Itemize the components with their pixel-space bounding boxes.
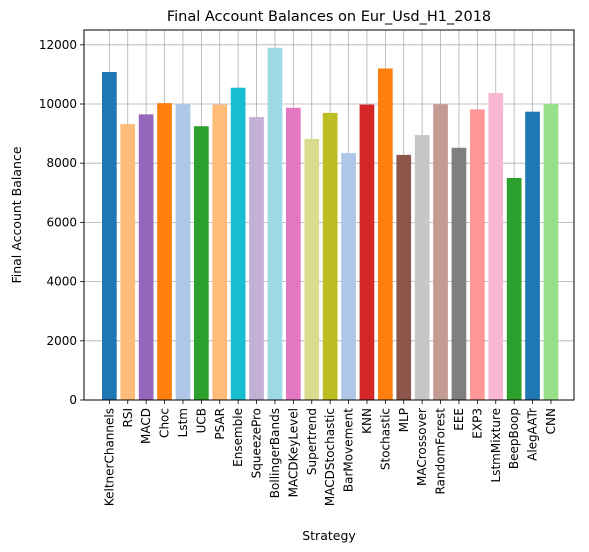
bar-stochastic: [378, 68, 393, 400]
x-tick-label: SqueezePro: [250, 408, 264, 478]
x-tick-label: Stochastic: [378, 408, 392, 470]
plot-frame: [83, 29, 575, 401]
x-tick-label: BeepBoop: [507, 408, 521, 469]
y-tick-label: 6000: [46, 215, 77, 229]
bar-keltnerchannels: [102, 72, 117, 401]
x-tick-label: MLP: [397, 408, 411, 432]
y-tick-label: 12000: [39, 38, 77, 52]
x-tick-label: PSAR: [213, 408, 227, 440]
x-tick-label: MACDKeyLevel: [286, 408, 300, 497]
bar-knn: [359, 104, 375, 400]
x-tick-label: KeltnerChannels: [102, 408, 116, 506]
x-tick-label: RandomForest: [434, 408, 448, 495]
bar-supertrend: [304, 138, 320, 401]
x-tick-label: EEE: [452, 408, 466, 431]
x-axis-ticks: KeltnerChannels RSI MACD Choc Lstm UCB PSAR Ens…: [102, 400, 558, 506]
x-tick-label: KNN: [360, 408, 374, 434]
bar-macdstochastic: [322, 112, 338, 400]
x-tick-label: EXP3: [470, 408, 484, 439]
bar-rsi: [120, 124, 136, 401]
bar-mlp: [396, 154, 412, 400]
chart-title: Final Account Balances on Eur_Usd_H1_201…: [167, 9, 491, 25]
bar-bollingerbands: [267, 47, 283, 400]
bar-lstm: [175, 104, 191, 400]
bar-ensemble: [230, 87, 246, 400]
x-tick-label: UCB: [194, 408, 208, 433]
bar-lstmmixture: [488, 93, 504, 400]
bar-squeezepro: [249, 117, 264, 401]
bar-barmovement: [341, 153, 356, 400]
bar-macdkeylevel: [286, 107, 301, 401]
bar-exp3: [470, 109, 485, 400]
bar-psar: [212, 104, 228, 400]
bar-choc: [157, 103, 172, 400]
y-tick-label: 0: [69, 393, 77, 407]
bar-macrossover: [414, 135, 430, 400]
x-tick-label: BarMovement: [342, 408, 356, 492]
y-tick-label: 2000: [46, 334, 77, 348]
x-tick-label: RSI: [121, 408, 135, 428]
x-tick-label: MACD: [139, 408, 153, 444]
x-axis-label: Strategy: [302, 528, 356, 543]
x-tick-label: Choc: [158, 408, 172, 438]
y-axis-ticks: 0 2000 4000 6000 8000 10000 12000: [39, 38, 84, 407]
x-tick-label: Lstm: [176, 408, 190, 437]
bars: [102, 47, 559, 401]
y-tick-label: 8000: [46, 156, 77, 170]
x-tick-label: BollingerBands: [268, 408, 282, 498]
x-tick-label: Supertrend: [305, 408, 319, 475]
bar-alegaatr: [525, 111, 540, 401]
bar-macd: [138, 114, 154, 401]
bar-eee: [451, 147, 467, 400]
y-tick-label: 10000: [39, 97, 77, 111]
bar-cnn: [543, 104, 559, 400]
x-tick-label: MACDStochastic: [323, 408, 337, 506]
bar-randomforest: [433, 104, 448, 401]
x-tick-label: LstmMixture: [489, 408, 503, 482]
x-tick-label: MACrossover: [415, 408, 429, 486]
x-tick-label: AlegAATr: [526, 408, 540, 461]
x-tick-label: CNN: [544, 408, 558, 434]
bar-beepboop: [506, 178, 522, 400]
y-axis-label: Final Account Balance: [9, 146, 24, 283]
bar-ucb: [194, 126, 209, 400]
x-tick-label: Ensemble: [231, 408, 245, 467]
y-tick-label: 4000: [46, 275, 77, 289]
